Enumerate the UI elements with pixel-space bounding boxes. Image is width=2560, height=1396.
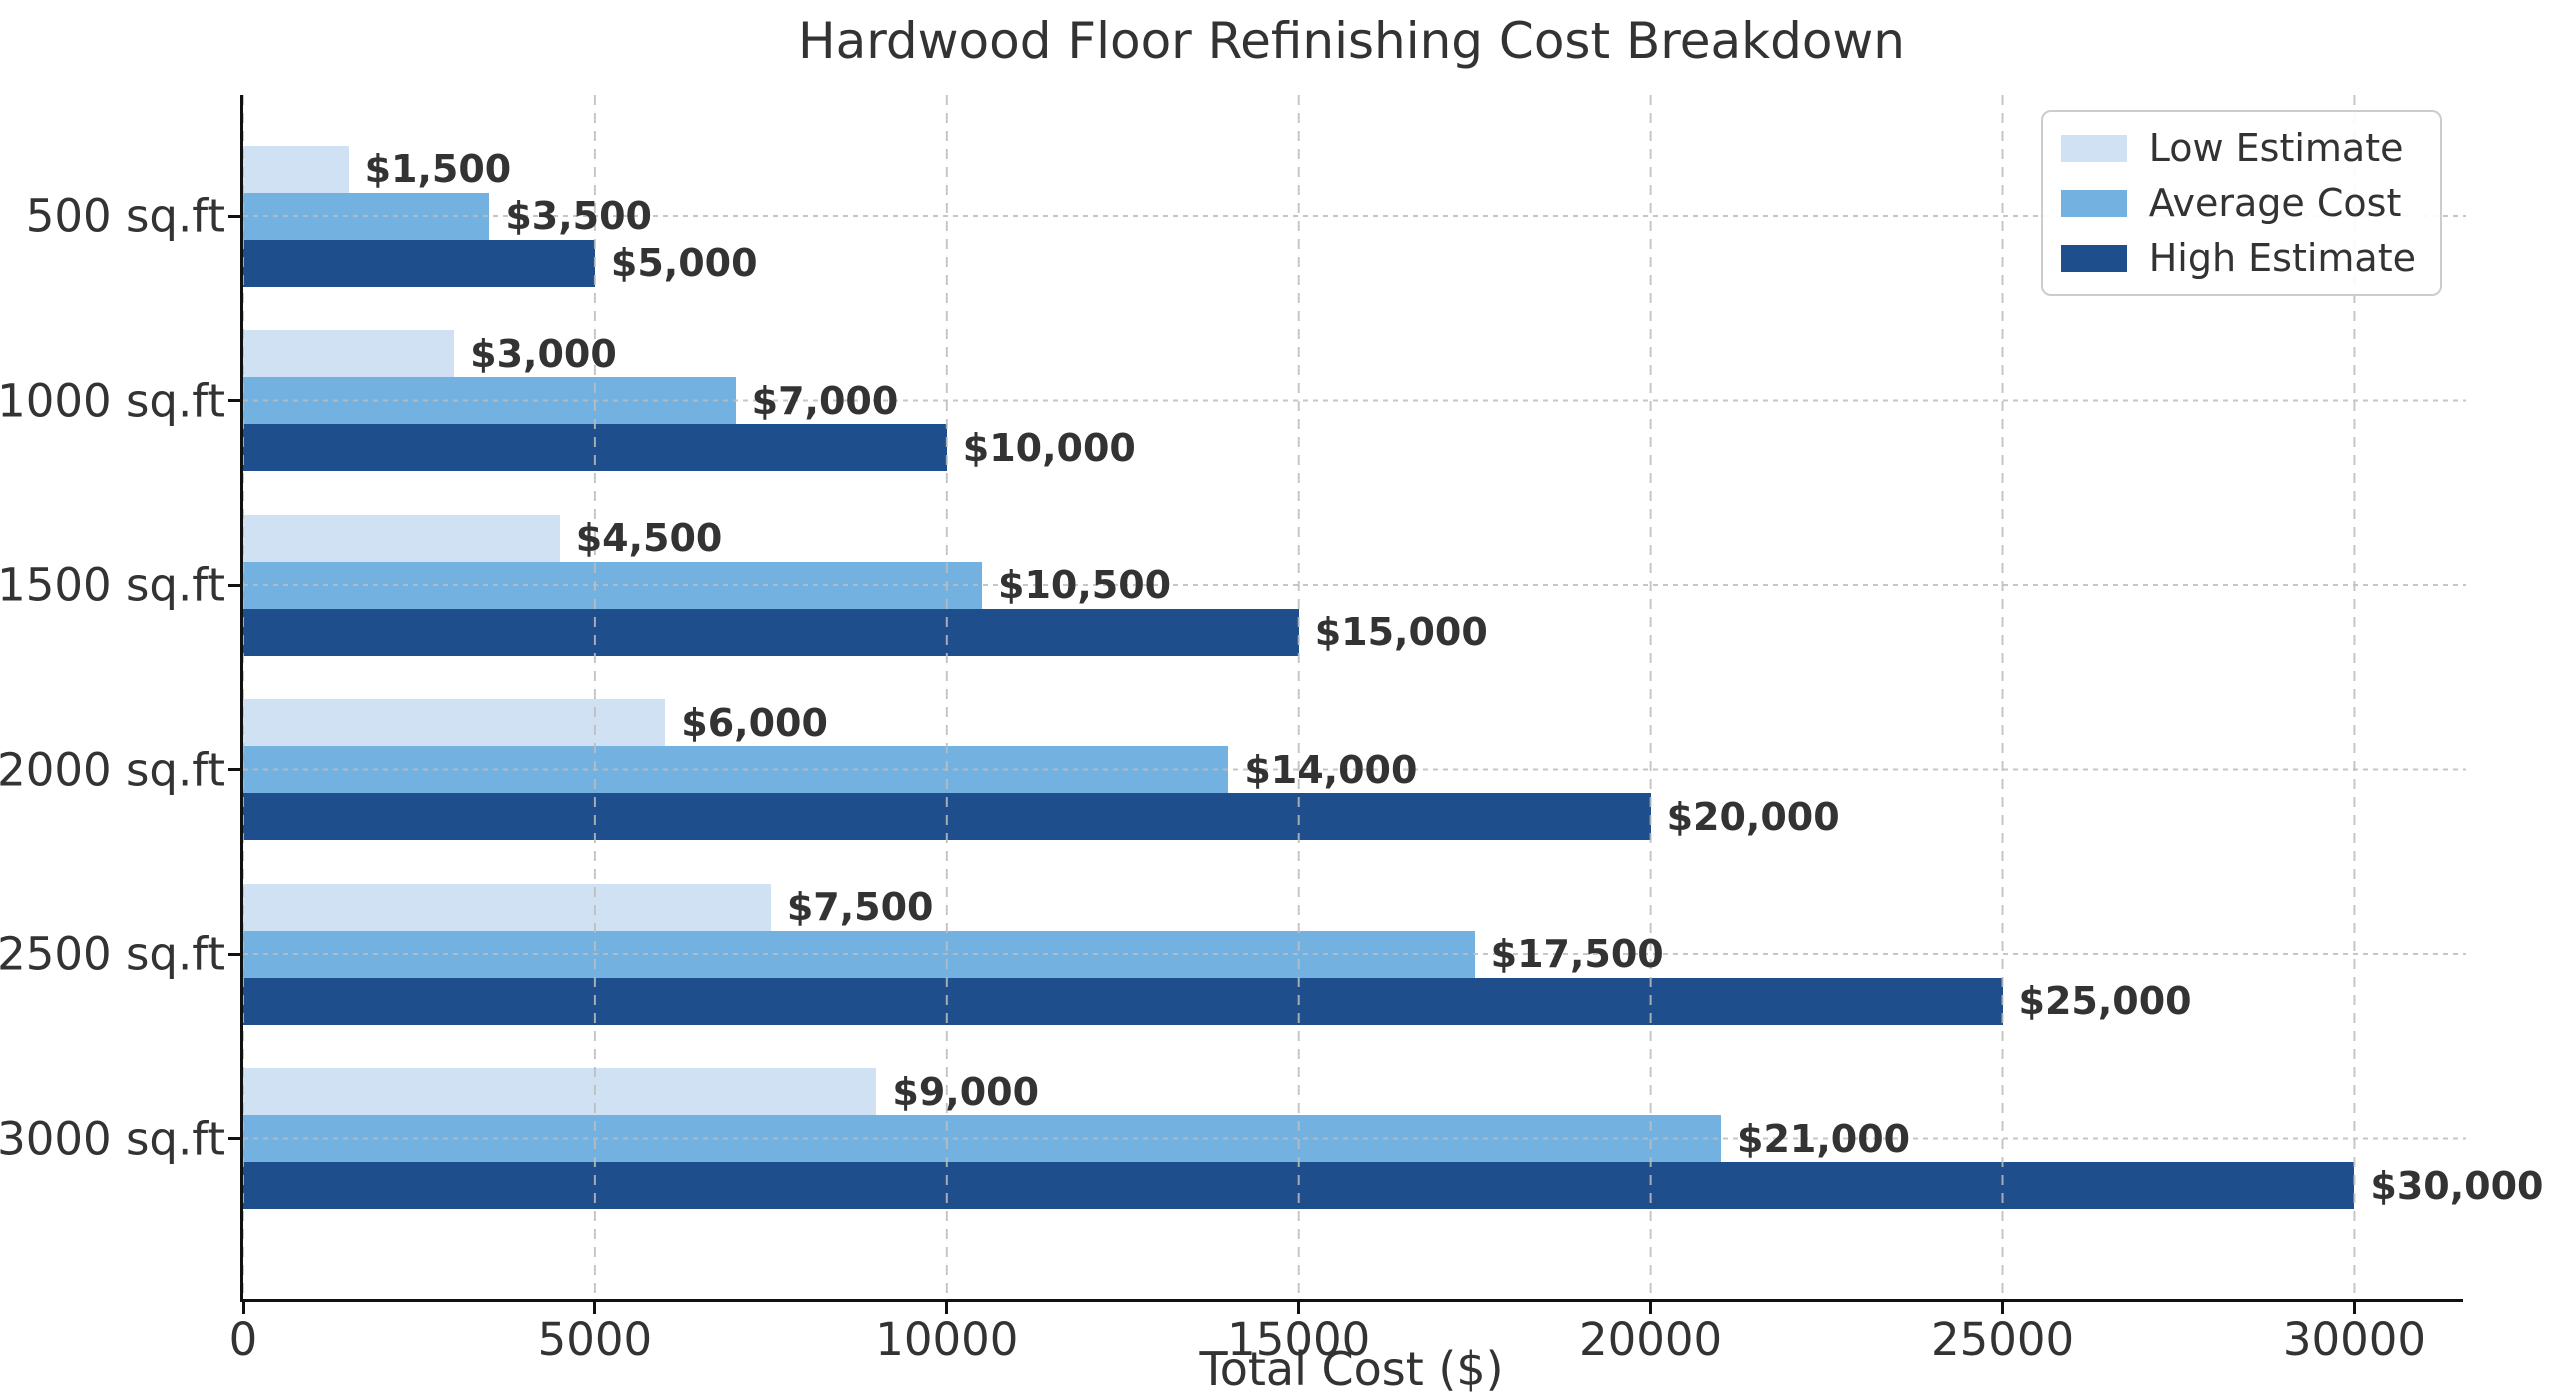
x-tick-mark — [1649, 1302, 1653, 1314]
bar-value-label: $7,000 — [751, 378, 899, 423]
bar-average-cost — [243, 930, 1475, 978]
legend-label: High Estimate — [2148, 236, 2416, 280]
y-axis-spine — [240, 95, 243, 1302]
x-tick-mark — [2001, 1302, 2005, 1314]
y-tick-mark — [228, 399, 240, 402]
y-tick-mark — [228, 583, 240, 587]
bar-value-label: $3,000 — [470, 331, 617, 376]
bar-value-label: $30,000 — [2370, 1163, 2544, 1208]
x-tick-mark — [1297, 1302, 1301, 1314]
bar-value-label: $9,000 — [892, 1069, 1040, 1114]
y-tick-mark — [228, 1137, 240, 1140]
bar-average-cost — [243, 746, 1229, 793]
bar-high-estimate — [243, 1162, 2355, 1209]
bar-value-label: $3,500 — [505, 194, 652, 238]
x-tick-label: 20000 — [1579, 1313, 1723, 1366]
x-axis-title: Total Cost ($) — [1199, 1342, 1504, 1396]
legend-label: Average Cost — [2148, 181, 2402, 225]
x-tick-mark — [241, 1302, 245, 1314]
legend: Low Estimate Average Cost High Estimate — [2040, 110, 2442, 296]
bar-value-label: $25,000 — [2018, 979, 2192, 1023]
x-tick-label: 15000 — [1227, 1313, 1371, 1366]
legend-row: Average Cost — [2060, 181, 2416, 225]
x-tick-label: 5000 — [537, 1313, 653, 1366]
bar-value-label: $7,500 — [786, 885, 934, 929]
legend-swatch-high-estimate — [2060, 244, 2127, 272]
bar-average-cost — [243, 561, 982, 609]
bar-value-label: $10,000 — [962, 425, 1136, 470]
y-tick-mark — [228, 214, 240, 218]
y-tick-mark — [228, 768, 240, 771]
legend-swatch-low-estimate — [2060, 134, 2127, 162]
bar-value-label: $15,000 — [1314, 610, 1488, 654]
bar-value-label: $5,000 — [610, 241, 758, 285]
bar-low-estimate — [243, 330, 455, 377]
bar-average-cost — [243, 377, 736, 424]
bar-value-label: $20,000 — [1666, 794, 1840, 839]
bar-low-estimate — [243, 145, 349, 193]
bar-high-estimate — [243, 793, 1651, 840]
x-tick-mark — [593, 1302, 597, 1314]
bar-high-estimate — [243, 608, 1299, 656]
y-tick-label: 2500 sq.ft — [0, 927, 225, 981]
bar-average-cost — [243, 1115, 1721, 1162]
bar-low-estimate — [243, 883, 771, 931]
chart-title: Hardwood Floor Refinishing Cost Breakdow… — [797, 12, 1905, 70]
bar-value-label: $21,000 — [1737, 1116, 1911, 1161]
bar-value-label: $4,500 — [575, 516, 723, 560]
bar-high-estimate — [243, 239, 595, 287]
x-tick-label: 0 — [228, 1313, 258, 1366]
bar-value-label: $14,000 — [1244, 747, 1418, 792]
x-tick-mark — [2352, 1302, 2356, 1314]
legend-row: High Estimate — [2060, 236, 2416, 280]
bar-average-cost — [243, 192, 490, 240]
bar-value-label: $6,000 — [681, 700, 828, 745]
x-tick-mark — [945, 1302, 949, 1314]
x-tick-label: 25000 — [1930, 1313, 2075, 1366]
bar-low-estimate — [243, 514, 560, 562]
bar-value-label: $10,500 — [998, 563, 1172, 607]
bar-low-estimate — [243, 1068, 877, 1115]
x-tick-label: 30000 — [2282, 1313, 2426, 1366]
y-tick-label: 500 sq.ft — [25, 189, 225, 243]
bar-value-label: $17,500 — [1490, 932, 1664, 976]
bar-high-estimate — [243, 424, 947, 471]
x-tick-label: 10000 — [875, 1313, 1019, 1366]
y-tick-label: 1500 sq.ft — [0, 558, 225, 612]
y-tick-mark — [228, 952, 240, 956]
x-axis-spine — [240, 1299, 2463, 1302]
y-tick-label: 3000 sq.ft — [0, 1112, 225, 1165]
y-tick-label: 1000 sq.ft — [0, 374, 225, 427]
bar-low-estimate — [243, 699, 666, 746]
legend-swatch-average-cost — [2060, 189, 2127, 217]
y-tick-label: 2000 sq.ft — [0, 743, 225, 796]
legend-label: Low Estimate — [2148, 126, 2404, 170]
bar-high-estimate — [243, 977, 2003, 1025]
plot-area: $1,500 $3,000 $4,500 $6,000 $7,500 $9,000 $3,5… — [243, 95, 2544, 1299]
legend-row: Low Estimate — [2060, 126, 2416, 170]
bar-value-label: $1,500 — [364, 147, 512, 191]
